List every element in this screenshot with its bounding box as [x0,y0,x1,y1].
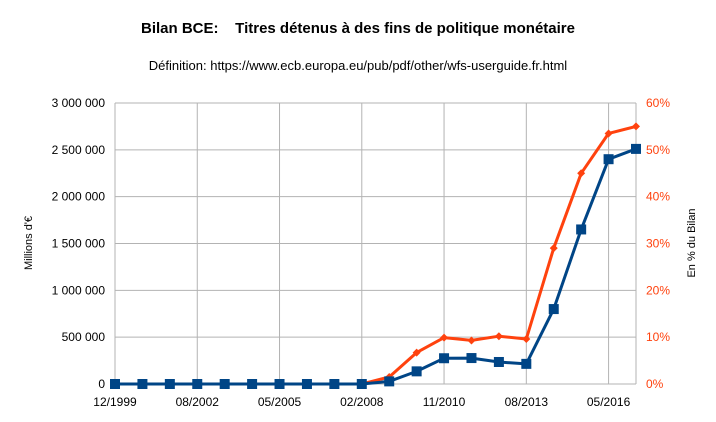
data-point-marker [247,379,258,389]
data-point-marker [632,122,640,131]
data-point-marker [301,379,312,389]
data-point-marker [384,376,395,387]
data-point-marker [494,332,503,341]
x-tick-label: 08/2013 [505,395,549,409]
chart-title: Bilan BCE: Titres détenus à des fins de … [141,20,575,37]
tick-labels: 0 0% 500 000 10% 1 000 000 20% 1 500 000 30% 2 0… [52,96,671,409]
data-point-marker [521,358,532,369]
y-left-tick-label: 2 500 000 [52,143,106,157]
x-tick-label: 05/2016 [587,395,631,409]
series [110,122,641,389]
data-point-marker [603,154,614,165]
data-point-marker [467,336,476,345]
y-left-tick-label: 1 000 000 [52,283,106,297]
x-tick-label: 11/2010 [423,395,466,409]
data-point-marker [440,333,449,342]
x-tick-label: 08/2002 [176,395,220,409]
y-right-tick-label: 30% [646,237,670,251]
y-axis-left-title: Millions d'€ [23,216,35,270]
y-right-tick-label: 40% [646,190,670,204]
data-point-marker [329,379,340,389]
data-point-marker [522,335,531,344]
series-left-axis [110,143,641,389]
data-point-marker [192,379,203,389]
y-left-tick-label: 2 000 000 [52,190,106,204]
y-right-tick-label: 0% [646,377,664,391]
data-point-marker [274,379,285,389]
data-point-marker [164,379,175,389]
y-right-tick-label: 10% [646,330,670,344]
series-right-axis [111,122,640,388]
data-point-marker [604,129,613,138]
y-left-tick-label: 1 500 000 [52,237,106,251]
data-point-marker [110,379,120,389]
y-axis-right-title: En % du Bilan [686,208,698,277]
data-point-marker [548,304,559,315]
series-line [115,124,637,386]
data-point-marker [439,353,450,364]
y-right-tick-label: 20% [646,283,670,297]
data-point-marker [466,353,477,364]
data-point-marker [219,379,230,389]
series-line [115,147,637,386]
data-point-marker [549,244,558,253]
data-point-marker [631,143,641,154]
chart-subtitle: Définition: https://www.ecb.europa.eu/pu… [149,58,568,73]
x-tick-label: 02/2008 [340,395,384,409]
grid [115,102,636,384]
y-left-tick-label: 0 [98,377,105,391]
x-tick-label: 05/2005 [258,395,302,409]
y-right-tick-label: 50% [646,143,670,157]
y-right-tick-label: 60% [646,96,670,110]
data-point-marker [412,348,421,357]
data-point-marker [577,169,586,178]
data-point-marker [576,224,587,235]
data-point-marker [356,379,367,389]
x-tick-label: 12/1999 [93,395,137,409]
y-left-tick-label: 3 000 000 [52,96,106,110]
y-left-tick-label: 500 000 [62,330,106,344]
data-point-marker [493,356,504,367]
data-point-marker [137,379,148,389]
data-point-marker [411,366,422,377]
